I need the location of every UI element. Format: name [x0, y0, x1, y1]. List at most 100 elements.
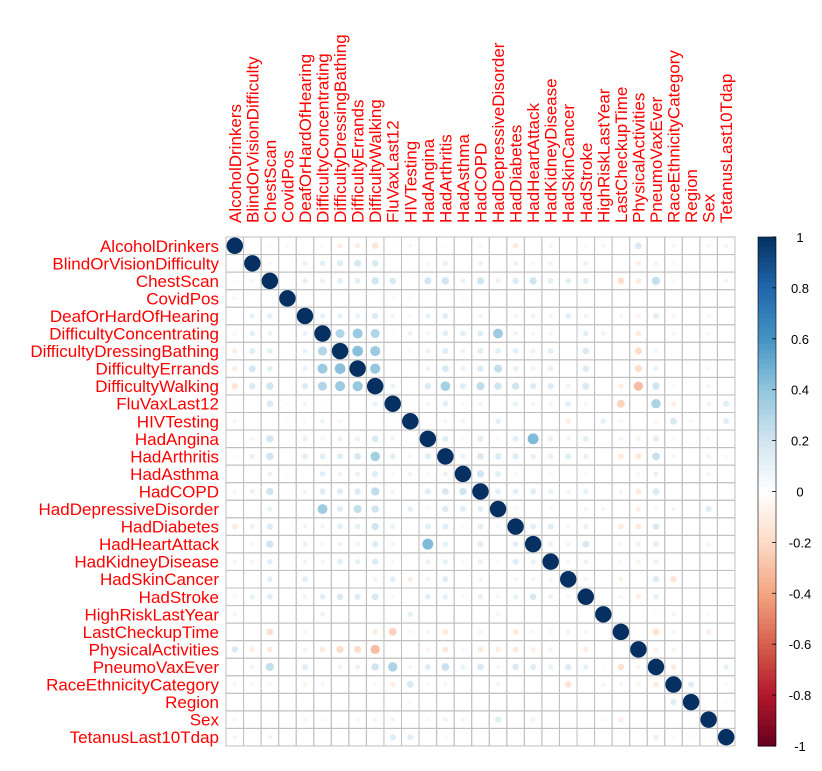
correlation-circle	[371, 558, 379, 565]
correlation-circle	[302, 278, 308, 284]
correlation-circle	[233, 279, 237, 283]
correlation-circle	[723, 664, 729, 670]
correlation-circle	[717, 728, 735, 746]
colorbar-tick-label: 1	[796, 230, 803, 245]
row-label: DifficultyWalking	[95, 377, 219, 396]
correlation-circle	[700, 711, 717, 728]
correlation-circle	[635, 453, 642, 460]
colorbar-segment	[758, 572, 776, 579]
correlation-circle	[424, 523, 431, 530]
correlation-circle	[460, 278, 466, 284]
colorbar-segment	[758, 369, 776, 376]
correlation-circle	[618, 436, 624, 442]
correlation-circle	[682, 693, 700, 711]
correlation-circle	[548, 261, 553, 266]
correlation-circle	[513, 472, 518, 476]
correlation-circle	[477, 559, 484, 565]
correlation-circle	[354, 558, 361, 565]
correlation-circle	[337, 243, 343, 249]
correlation-circle	[318, 381, 328, 391]
correlation-circle	[559, 570, 577, 588]
column-label: DeafOrHardOfHearing	[296, 54, 315, 223]
colorbar-segment	[758, 730, 776, 737]
correlation-circle	[477, 594, 484, 600]
column-label: DifficultyWalking	[366, 99, 385, 223]
correlation-circle	[231, 523, 238, 530]
correlation-circle	[336, 645, 344, 654]
correlation-circle	[618, 453, 624, 460]
correlation-circle	[513, 577, 518, 582]
correlation-circle	[547, 523, 554, 530]
colorbar-tick-label: -0.4	[789, 586, 811, 601]
correlation-circle	[388, 627, 397, 636]
correlation-circle	[249, 330, 256, 337]
correlation-circle	[618, 523, 624, 530]
correlation-circle	[267, 734, 273, 740]
row-labels: AlcoholDrinkersBlindOrVisionDifficultyCh…	[30, 237, 219, 747]
correlation-circle	[407, 576, 413, 582]
correlation-circle	[371, 260, 379, 267]
correlation-circle	[583, 313, 589, 319]
correlation-circle	[706, 629, 712, 635]
correlation-circle	[601, 243, 606, 248]
correlation-circle	[419, 430, 437, 448]
colorbar-segment	[758, 527, 776, 533]
correlation-circle	[337, 471, 343, 477]
correlation-circle	[670, 664, 677, 670]
correlation-circle	[249, 646, 255, 653]
correlation-circle	[267, 365, 273, 372]
colorbar-segment	[758, 618, 776, 625]
correlation-circle	[461, 524, 465, 529]
correlation-circle	[478, 243, 483, 248]
colorbar-segment	[758, 252, 776, 258]
correlation-circle	[442, 471, 448, 477]
correlation-circle	[320, 524, 325, 529]
colorbar-segment	[758, 394, 776, 401]
correlation-circle	[424, 488, 431, 495]
correlation-circle	[478, 313, 483, 319]
correlation-circle	[384, 395, 401, 412]
correlation-circle	[566, 524, 571, 529]
correlation-circle	[371, 505, 379, 513]
correlation-circle	[582, 382, 590, 390]
correlation-circle	[302, 647, 308, 652]
correlation-circle	[724, 682, 729, 687]
correlation-circle	[440, 381, 451, 391]
correlation-circle	[547, 348, 554, 354]
correlation-circle	[391, 332, 395, 335]
correlation-circle	[372, 576, 378, 582]
correlation-circle	[706, 366, 711, 371]
colorbar-segment	[758, 644, 776, 650]
colorbar-segment	[758, 359, 776, 365]
correlation-circle	[582, 365, 589, 372]
correlation-circle	[636, 471, 641, 476]
correlation-circle	[583, 523, 589, 530]
correlation-circle	[319, 593, 326, 600]
correlation-circle	[653, 348, 659, 354]
correlation-circle	[635, 330, 642, 337]
colorbar-segment	[758, 659, 776, 666]
correlation-circle	[443, 735, 448, 740]
correlation-circle	[530, 523, 536, 530]
correlation-circle	[442, 313, 449, 319]
correlation-circle	[442, 523, 449, 530]
row-label: HadStroke	[139, 588, 219, 607]
correlation-circle	[460, 453, 466, 459]
correlation-circle	[391, 296, 395, 301]
correlation-circle	[249, 453, 255, 459]
correlation-circle	[372, 629, 378, 635]
correlation-circle	[336, 593, 344, 601]
correlation-circle	[530, 559, 536, 565]
correlation-circle	[512, 646, 519, 653]
correlation-circle	[244, 255, 261, 272]
correlation-circle	[618, 489, 624, 494]
correlation-circle	[513, 507, 518, 511]
row-label: ChestScan	[136, 272, 219, 291]
correlation-circle	[496, 559, 500, 564]
correlation-circle	[496, 594, 501, 599]
colorbar-segment	[758, 669, 776, 676]
correlation-circle	[390, 383, 396, 389]
correlation-circle	[266, 382, 274, 390]
correlation-circle	[548, 331, 553, 336]
column-label: RaceEthnicityCategory	[665, 50, 684, 223]
